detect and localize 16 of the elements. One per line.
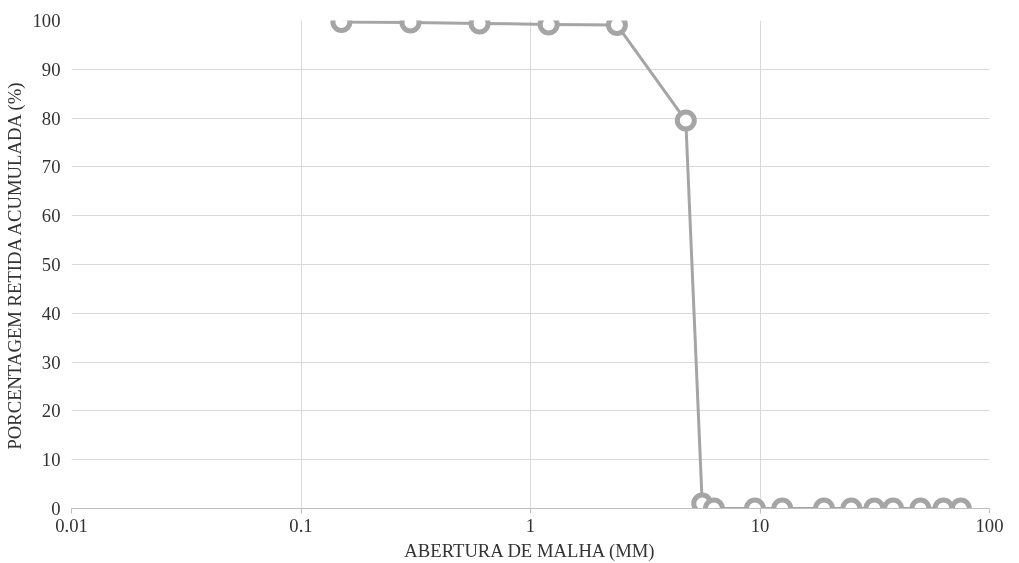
y-tick-label: 20 xyxy=(41,400,61,422)
x-tick-label: 10 xyxy=(750,514,770,536)
y-tick-label: 50 xyxy=(41,254,61,275)
x-tick-label: 0.1 xyxy=(289,514,313,536)
y-tick-label: 100 xyxy=(32,10,61,31)
x-tick-label: 1 xyxy=(525,514,536,536)
x-tick-label: 100 xyxy=(975,514,1004,536)
y-tick-label: 30 xyxy=(41,351,61,373)
y-tick-label: 90 xyxy=(41,58,61,80)
y-tick-label: 60 xyxy=(41,205,61,227)
y-tick-label: 80 xyxy=(41,107,61,129)
y-tick-label: 10 xyxy=(41,449,61,471)
y-tick-label: 70 xyxy=(41,156,61,178)
x-axis-title: ABERTURA DE MALHA (MM) xyxy=(404,539,655,562)
y-tick-label: 40 xyxy=(41,302,61,324)
y-axis-title: PORCENTAGEM RETIDA ACUMULADA (%) xyxy=(3,82,26,450)
